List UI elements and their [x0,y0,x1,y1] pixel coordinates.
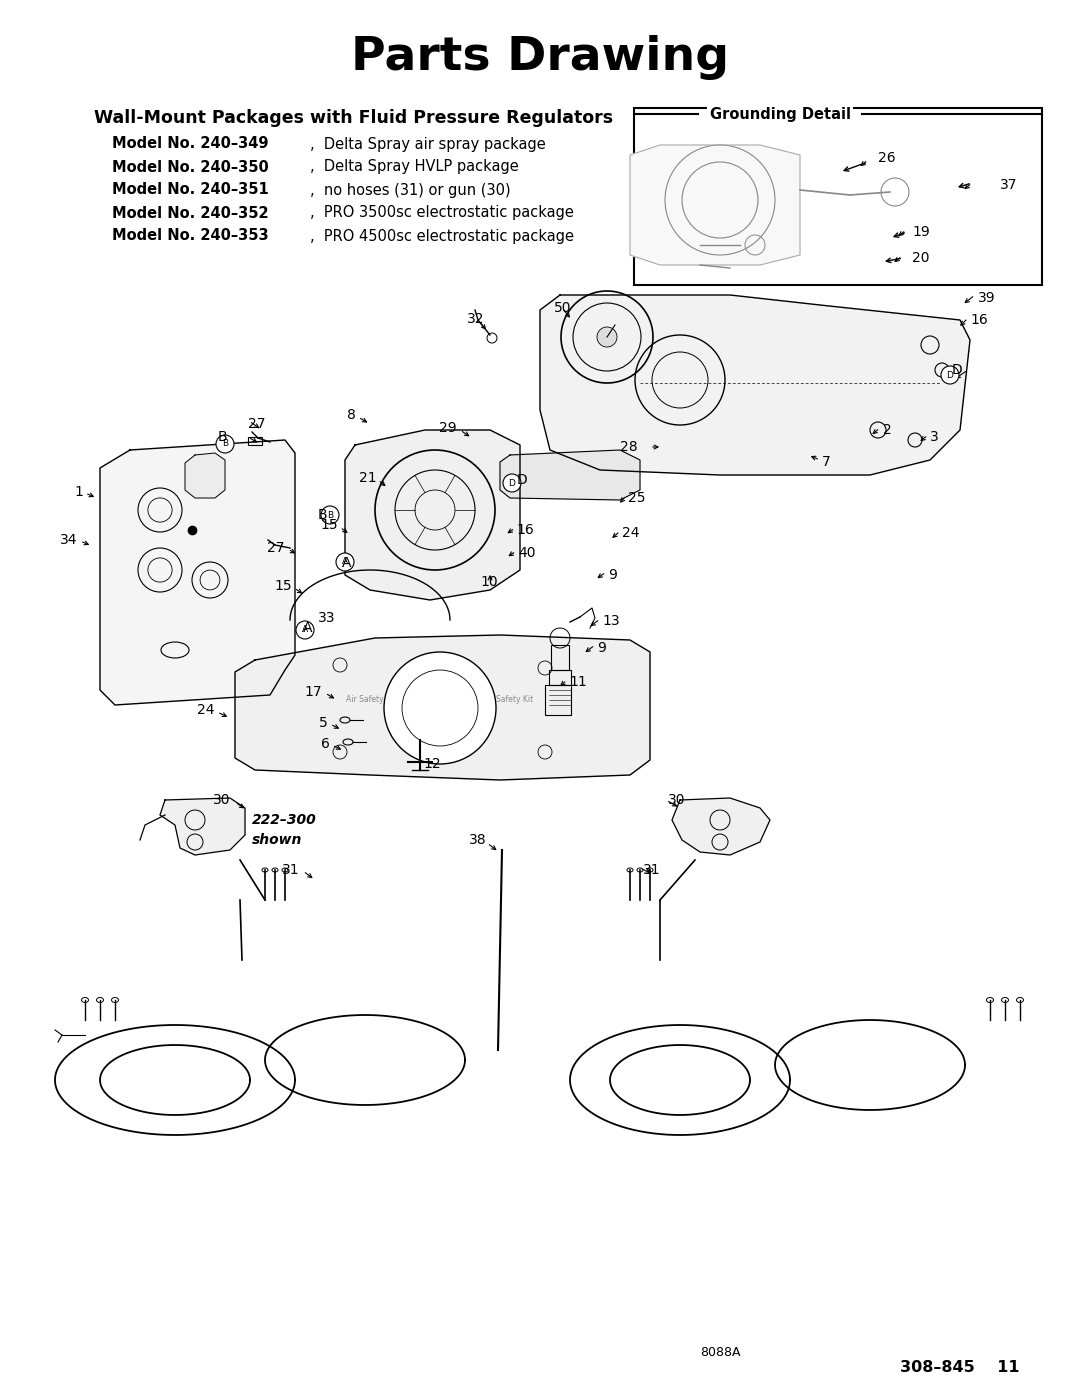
Text: 15: 15 [274,578,292,592]
Text: ,  PRO 3500sc electrostatic package: , PRO 3500sc electrostatic package [310,205,573,221]
Text: A: A [303,622,313,636]
Text: Grounding Detail: Grounding Detail [710,106,851,122]
Text: 1: 1 [75,485,83,499]
Bar [549,671,571,685]
Circle shape [336,553,354,571]
Text: 17: 17 [305,685,322,698]
Text: 11: 11 [569,675,586,689]
Text: 30: 30 [213,793,230,807]
Text: A: A [342,556,352,570]
Polygon shape [500,450,640,500]
Text: 33: 33 [318,610,336,624]
Text: 19: 19 [912,225,930,239]
Text: 10: 10 [481,576,498,590]
Polygon shape [185,453,225,497]
Text: Model No. 240–350: Model No. 240–350 [112,159,269,175]
Circle shape [503,474,521,492]
Text: 24: 24 [622,527,639,541]
Text: Air Safety: Air Safety [347,696,383,704]
Text: 34: 34 [59,534,77,548]
Text: 31: 31 [643,863,661,877]
Text: ,  Delta Spray HVLP package: , Delta Spray HVLP package [310,159,518,175]
Text: 2: 2 [883,423,892,437]
Bar [551,645,569,671]
Text: 5: 5 [320,717,328,731]
Text: 3: 3 [930,430,939,444]
Text: 9: 9 [597,641,606,655]
Text: 32: 32 [468,312,485,326]
Text: 27: 27 [248,416,266,432]
Text: 50: 50 [554,300,571,314]
Text: A: A [302,626,308,634]
Text: 25: 25 [627,490,646,504]
Text: A: A [342,557,348,567]
Text: 8: 8 [347,408,356,422]
Text: 29: 29 [440,420,457,434]
Polygon shape [672,798,770,855]
Polygon shape [540,295,970,475]
Text: 39: 39 [978,291,996,305]
Polygon shape [630,145,800,265]
Circle shape [216,434,234,453]
Polygon shape [345,430,519,599]
Text: Model No. 240–352: Model No. 240–352 [112,205,269,221]
Text: D: D [517,474,528,488]
Text: B: B [318,509,327,522]
Text: B: B [221,440,228,448]
Text: Parts Drawing: Parts Drawing [351,35,729,81]
Text: 40: 40 [518,546,536,560]
Text: 31: 31 [282,863,300,877]
Text: Safety Kit: Safety Kit [497,696,534,704]
Text: Wall-Mount Packages with Fluid Pressure Regulators: Wall-Mount Packages with Fluid Pressure … [94,109,613,127]
Text: D: D [946,370,954,380]
Text: 7: 7 [822,455,831,469]
Text: 38: 38 [470,833,487,847]
Text: 37: 37 [1000,177,1017,191]
Text: 222–300: 222–300 [252,813,316,827]
Text: Model No. 240–349: Model No. 240–349 [112,137,269,151]
Polygon shape [160,798,245,855]
Text: 15: 15 [321,518,338,532]
Circle shape [597,327,617,346]
Text: ,  no hoses (31) or gun (30): , no hoses (31) or gun (30) [310,183,511,197]
Text: 28: 28 [620,440,638,454]
Bar [248,437,262,446]
Text: B: B [218,430,228,444]
Text: ,  Delta Spray air spray package: , Delta Spray air spray package [310,137,545,151]
Polygon shape [235,636,650,780]
Text: 16: 16 [970,313,988,327]
Text: 24: 24 [197,703,214,717]
Bar [545,685,571,715]
Text: 27: 27 [268,541,285,555]
Text: D: D [509,479,515,488]
Text: 12: 12 [423,757,441,771]
Circle shape [321,506,339,524]
Text: 21: 21 [360,471,377,485]
Text: B: B [327,510,333,520]
Text: 20: 20 [912,251,930,265]
Circle shape [384,652,496,764]
Text: Model No. 240–351: Model No. 240–351 [112,183,269,197]
Text: 16: 16 [516,522,534,536]
Text: 26: 26 [878,151,895,165]
Circle shape [296,622,314,638]
Text: shown: shown [252,833,302,847]
Text: 9: 9 [608,569,617,583]
Text: 8088A: 8088A [700,1347,740,1359]
Polygon shape [100,440,295,705]
Text: 6: 6 [321,738,330,752]
Text: 308–845    11: 308–845 11 [901,1361,1020,1376]
Text: 30: 30 [669,793,686,807]
Text: 13: 13 [602,615,620,629]
Text: Model No. 240–353: Model No. 240–353 [112,229,269,243]
Bar [634,108,1042,285]
Circle shape [941,366,959,384]
Text: D: D [951,363,962,377]
Text: ,  PRO 4500sc electrostatic package: , PRO 4500sc electrostatic package [310,229,573,243]
